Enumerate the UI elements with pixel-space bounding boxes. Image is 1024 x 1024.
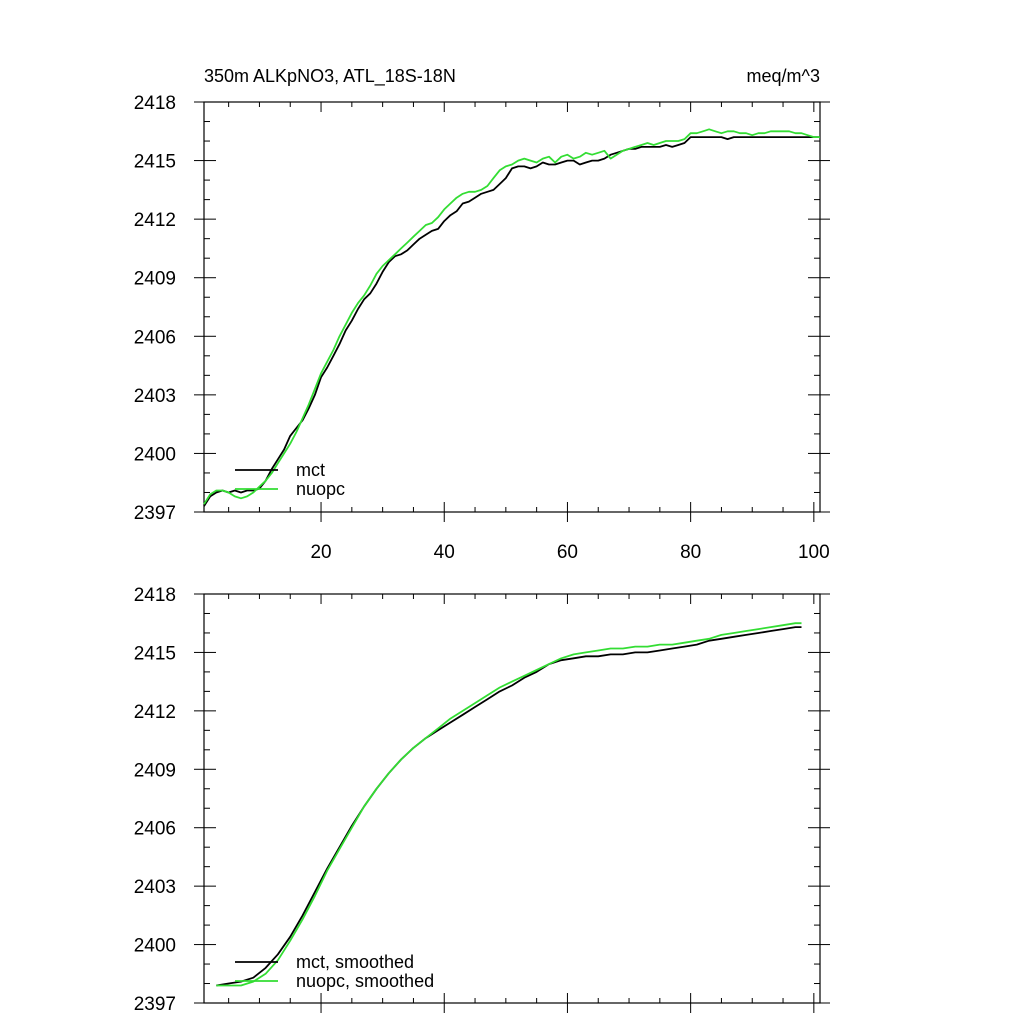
plot-frame (203, 101, 821, 513)
y-tick-label: 2403 (134, 386, 176, 407)
y-tick-label: 2409 (134, 269, 176, 290)
legend-label: mct, smoothed (296, 952, 414, 972)
legend-label: nuopc (296, 479, 345, 499)
y-tick-label: 2412 (134, 210, 176, 231)
legend-label: mct (296, 460, 325, 480)
x-tick-label: 60 (557, 542, 578, 563)
y-tick-label: 2415 (134, 643, 176, 664)
x-tick-label: 40 (434, 542, 455, 563)
y-tick-label: 2400 (134, 936, 176, 957)
chart-title: 350m ALKpNO3, ATL_18S-18N (204, 66, 456, 87)
x-tick-label: 80 (680, 542, 701, 563)
y-tick-label: 2400 (134, 444, 176, 465)
y-tick-label: 2406 (134, 327, 176, 348)
top-panel: 20 40 60 80 100 2397 2400 2403 2406 2409 2412 2415 2… (134, 93, 830, 563)
y-tick-label: 2397 (134, 503, 176, 524)
plot-frame (203, 593, 821, 1004)
series-line-mct-smoothed (216, 626, 802, 987)
y-tick-label: 2397 (134, 994, 176, 1015)
chart-units: meq/m^3 (747, 66, 820, 86)
series-line-nuopc (203, 128, 820, 505)
x-tick-label: 100 (798, 542, 830, 563)
y-tick-label: 2418 (134, 93, 176, 114)
y-tick-label: 2403 (134, 877, 176, 898)
y-tick-label: 2406 (134, 819, 176, 840)
series-line-nuopc-smoothed (216, 622, 802, 987)
series-line-mct (203, 136, 820, 507)
y-tick-label: 2415 (134, 152, 176, 173)
x-tick-label: 20 (310, 542, 331, 563)
legend-label: nuopc, smoothed (296, 971, 434, 991)
y-tick-label: 2409 (134, 760, 176, 781)
y-tick-label: 2412 (134, 702, 176, 723)
bottom-panel: 2397 2400 2403 2406 2409 2412 2415 2418 mct, smo… (134, 585, 830, 1015)
y-tick-label: 2418 (134, 585, 176, 606)
